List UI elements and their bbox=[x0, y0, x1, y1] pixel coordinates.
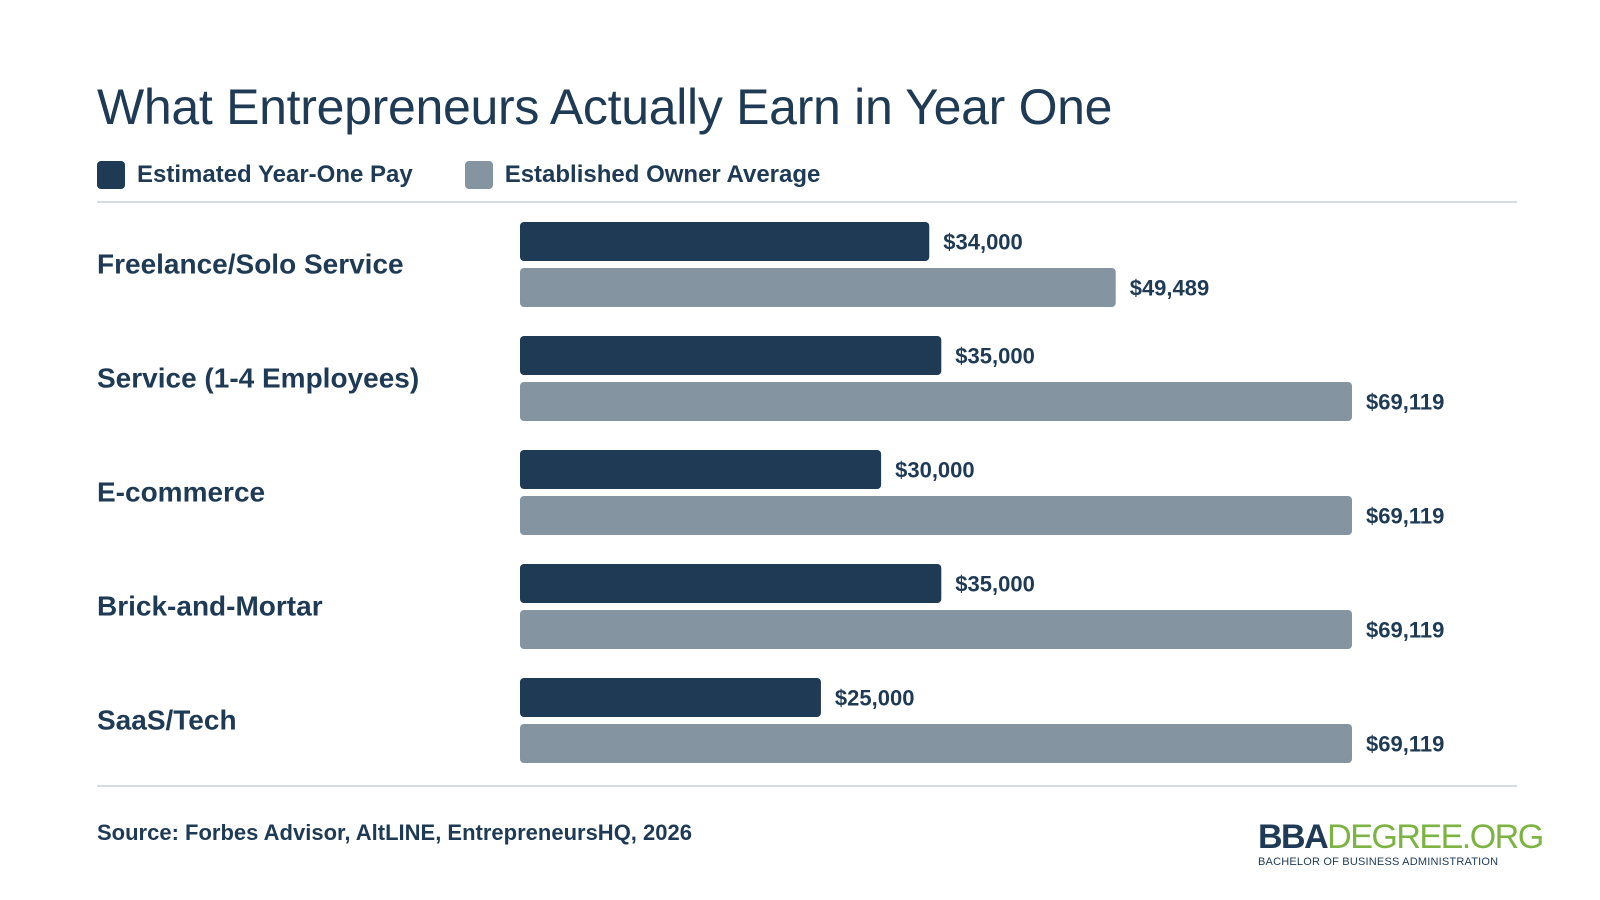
legend-swatch-year-one bbox=[97, 161, 125, 189]
bar-service-1-4-employees-established bbox=[520, 382, 1352, 421]
value-label-saas-tech-established: $69,119 bbox=[1366, 732, 1444, 757]
value-label-service-1-4-employees-established: $69,119 bbox=[1366, 390, 1444, 415]
category-label-service-1-4-employees: Service (1-4 Employees) bbox=[97, 363, 419, 394]
category-label-e-commerce: E-commerce bbox=[97, 477, 265, 508]
value-label-freelance-solo-service-year-one: $34,000 bbox=[943, 230, 1023, 255]
bar-service-1-4-employees-year-one bbox=[520, 336, 942, 375]
value-label-e-commerce-year-one: $30,000 bbox=[895, 458, 975, 483]
logo-wordmark-bba: BBA bbox=[1258, 818, 1329, 856]
legend-label-year-one: Estimated Year-One Pay bbox=[137, 161, 413, 188]
category-label-freelance-solo-service: Freelance/Solo Service bbox=[97, 249, 404, 280]
value-label-brick-and-mortar-established: $69,119 bbox=[1366, 618, 1444, 643]
category-label-brick-and-mortar: Brick-and-Mortar bbox=[97, 591, 323, 622]
logo-tagline: BACHELOR OF BUSINESS ADMINISTRATION bbox=[1258, 856, 1499, 868]
value-label-brick-and-mortar-year-one: $35,000 bbox=[955, 572, 1035, 597]
legend-item-year-one: Estimated Year-One Pay bbox=[97, 161, 413, 189]
bar-saas-tech-established bbox=[520, 724, 1352, 763]
bba-logo: BBADEGREE.ORG BACHELOR OF BUSINESS ADMIN… bbox=[1258, 818, 1544, 870]
bar-e-commerce-year-one bbox=[520, 450, 882, 489]
source-note: Source: Forbes Advisor, AltLINE, Entrepr… bbox=[97, 820, 692, 845]
value-label-freelance-solo-service-established: $49,489 bbox=[1130, 276, 1210, 301]
value-label-e-commerce-established: $69,119 bbox=[1366, 504, 1444, 529]
legend: Estimated Year-One Pay Established Owner… bbox=[97, 160, 872, 190]
value-label-service-1-4-employees-year-one: $35,000 bbox=[955, 344, 1035, 369]
legend-item-established: Established Owner Average bbox=[464, 161, 821, 189]
bottom-divider bbox=[97, 785, 1517, 787]
bar-brick-and-mortar-established bbox=[520, 610, 1352, 649]
legend-swatch-established bbox=[464, 161, 493, 189]
bar-e-commerce-established bbox=[520, 496, 1352, 535]
bar-brick-and-mortar-year-one bbox=[520, 564, 942, 603]
legend-label-established: Established Owner Average bbox=[504, 161, 821, 188]
bar-freelance-solo-service-established bbox=[520, 268, 1116, 307]
value-label-saas-tech-year-one: $25,000 bbox=[835, 686, 915, 711]
category-label-saas-tech: SaaS/Tech bbox=[97, 705, 237, 736]
chart-title: What Entrepreneurs Actually Earn in Year… bbox=[97, 79, 1113, 135]
top-divider bbox=[97, 201, 1517, 203]
logo-wordmark: BBADEGREE.ORG bbox=[1258, 818, 1544, 856]
bar-saas-tech-year-one bbox=[520, 678, 821, 717]
logo-wordmark-degree: DEGREE.ORG bbox=[1327, 818, 1544, 856]
bar-freelance-solo-service-year-one bbox=[520, 222, 930, 261]
